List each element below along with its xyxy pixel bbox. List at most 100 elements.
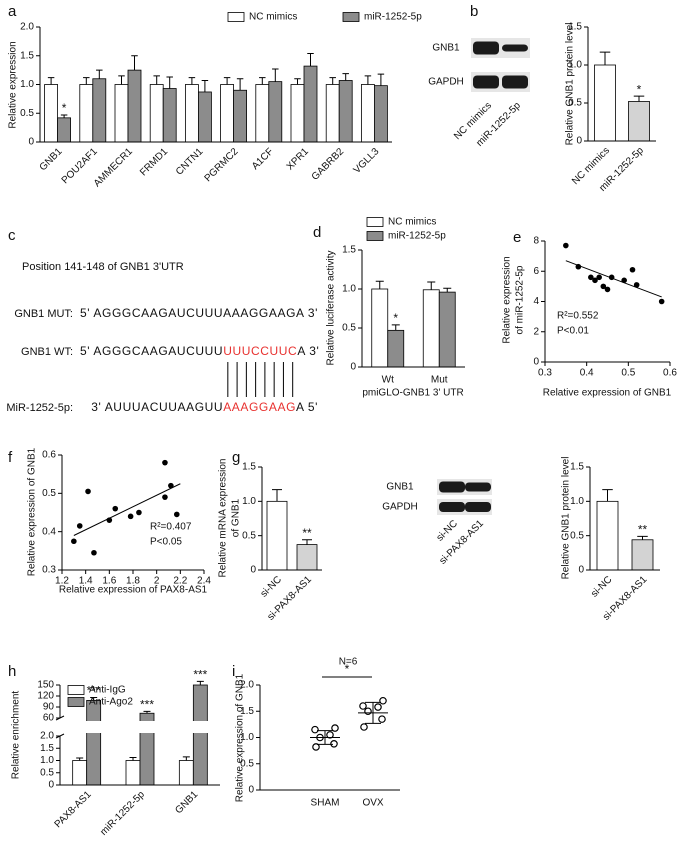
x-axis-label: Relative expression of PAX8-AS1 [59, 585, 208, 596]
y-axis-label: Relative expression [8, 41, 19, 128]
blot-row-label: GAPDH [382, 502, 418, 513]
error-bar [259, 77, 266, 85]
point [592, 277, 598, 284]
significance-mark: *** [140, 698, 154, 712]
x-tick-label: 1.2 [55, 576, 69, 587]
x-tick-label: XPR1 [285, 146, 312, 173]
point [326, 731, 334, 739]
sequence-part: A 5' [296, 400, 318, 414]
error-bar [443, 287, 452, 293]
bar [197, 91, 212, 143]
blot-band [473, 75, 499, 89]
legend-swatch [67, 697, 85, 707]
x-tick-label: GNB1 [38, 146, 65, 173]
y-tick-label: 1.0 [570, 496, 584, 507]
error-bar [143, 710, 151, 714]
significance-mark: * [637, 82, 642, 96]
bar [360, 84, 375, 143]
y-tick-label: 1.5 [570, 462, 584, 473]
x-tick-label: si-NC [259, 574, 284, 599]
blot-band [439, 481, 465, 493]
y-axis-label: Relative mRNA expression [218, 459, 229, 578]
x-tick-label: AMMECR1 [92, 146, 135, 189]
error-bar [201, 79, 209, 92]
stat-annotation: R²=0.407 [150, 522, 192, 533]
bar [127, 69, 142, 143]
y-tick-label: 90 [43, 702, 55, 713]
significance-mark: * [62, 101, 67, 115]
sequence: 5' AGGGCAAGAUCUUUUUUCCUUCA 3' [80, 344, 319, 358]
bar [594, 64, 616, 142]
significance-mark: ** [302, 526, 312, 540]
sequence-name: GNB1 MUT: [14, 308, 73, 320]
blot-row-label: GAPDH [428, 77, 464, 88]
chart-title: N=6 [339, 657, 358, 668]
y-axis-label: of GNB1 [231, 498, 242, 537]
y-tick-label: 0 [248, 785, 254, 796]
blot-row-label: GNB1 [432, 43, 460, 54]
bar [125, 760, 141, 786]
x-tick-label: 0.4 [580, 368, 594, 379]
error-bar [375, 280, 384, 289]
x-tick-label: PAX8-AS1 [53, 789, 94, 830]
y-tick-label: 0 [250, 565, 256, 576]
sequence-part: AAAGGAAG [223, 400, 296, 414]
y-tick-label: 0.5 [240, 758, 254, 769]
error-bar [60, 114, 68, 118]
y-tick-label: 0.5 [20, 108, 34, 119]
x-tick-label: OVX [362, 798, 383, 809]
bar [92, 78, 107, 143]
blot-band [465, 502, 491, 512]
sequence-part: A 3' [297, 344, 319, 358]
y-tick-label: 4 [533, 296, 539, 307]
y-axis-label: Relative GNB1 protein level [565, 23, 576, 146]
y-tick-label: 1.5 [20, 50, 34, 61]
error-bar [196, 680, 204, 685]
error-bar [90, 696, 98, 701]
bar [338, 80, 353, 143]
error-bar [223, 77, 231, 85]
bar [631, 539, 654, 571]
point [331, 724, 339, 732]
legend-swatch [342, 12, 360, 22]
stat-annotation: P<0.01 [557, 326, 589, 337]
bar [44, 84, 58, 143]
bar [86, 700, 102, 786]
y-tick-label: 1.5 [40, 743, 54, 754]
x-tick-label: si-NC [589, 574, 614, 599]
point [76, 523, 83, 529]
panel-label: b [470, 3, 478, 20]
stat-annotation: R²=0.552 [557, 311, 599, 322]
bar [57, 117, 71, 143]
significance-mark: *** [193, 668, 207, 682]
bar [149, 84, 164, 143]
bar [325, 84, 340, 143]
point [312, 743, 320, 751]
x-tick-label: 1.4 [79, 576, 93, 587]
blot-band [502, 44, 528, 52]
y-tick-label: 2 [533, 326, 539, 337]
error-bar [272, 68, 279, 82]
error-bar [96, 69, 103, 79]
bar [422, 289, 440, 368]
point [173, 511, 180, 518]
y-axis-label: Relative expression of GNB1 [27, 447, 38, 576]
panel-label: h [8, 663, 16, 680]
sequence-part: 5' AGGGCAAGAUCUUU [80, 344, 223, 358]
bar [233, 89, 248, 143]
y-tick-label: 0 [576, 136, 582, 147]
bar [596, 500, 619, 571]
error-bar [153, 75, 160, 85]
bar [72, 760, 88, 786]
point [71, 538, 77, 545]
bar [162, 88, 177, 143]
y-tick-label: 0.5 [570, 530, 584, 541]
point [85, 488, 91, 495]
y-tick-label: 2.0 [20, 22, 34, 33]
x-tick-label: 1.8 [126, 576, 140, 587]
error-bar [47, 77, 55, 85]
panel-label: g [232, 449, 240, 466]
point [629, 266, 636, 273]
error-bar [131, 55, 138, 71]
y-tick-label: 1.0 [242, 496, 256, 507]
